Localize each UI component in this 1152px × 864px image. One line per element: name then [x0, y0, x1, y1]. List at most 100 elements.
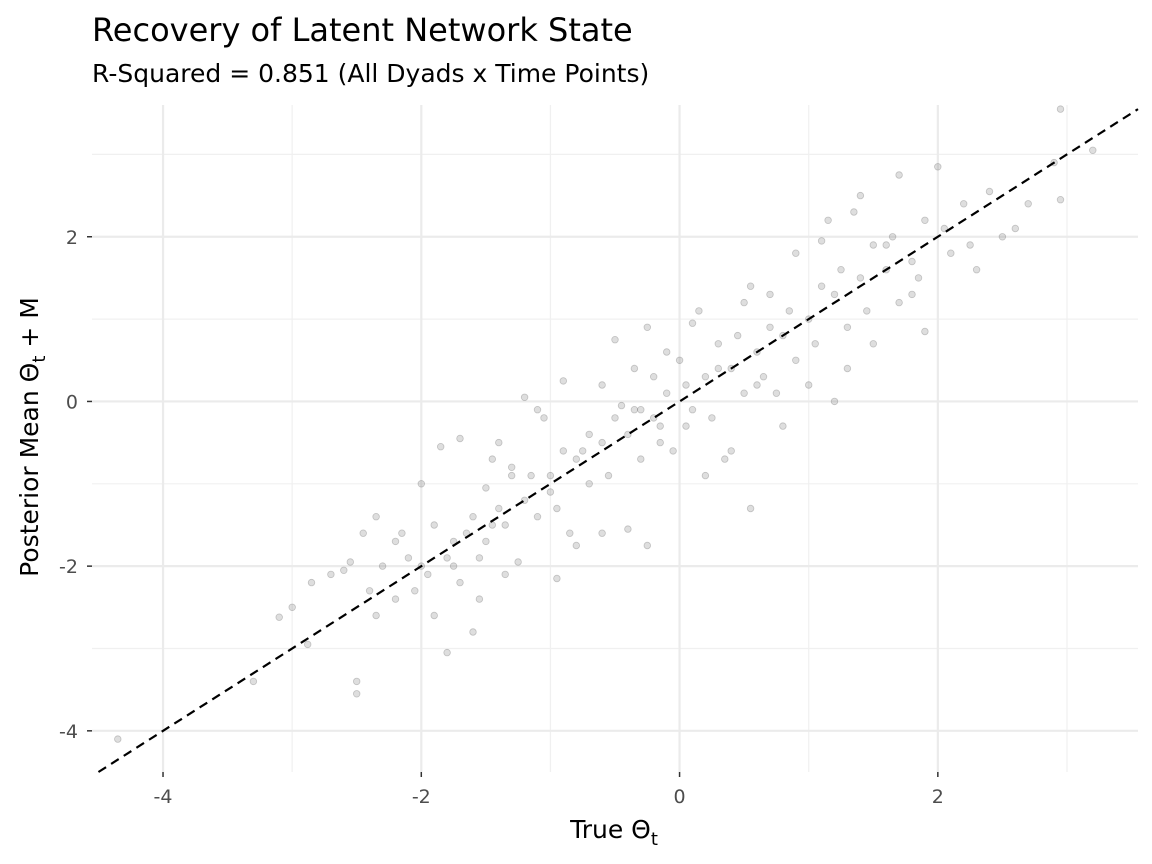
data-point	[843, 323, 852, 331]
data-point	[985, 187, 994, 196]
y-axis-title-subscript: t	[29, 356, 50, 363]
data-point	[437, 443, 445, 451]
x-tick-label: -4	[154, 786, 173, 808]
data-point	[114, 735, 122, 743]
data-point	[572, 541, 580, 550]
data-point	[817, 282, 826, 290]
data-point	[921, 216, 929, 224]
data-point	[417, 480, 425, 488]
data-point	[340, 566, 348, 574]
data-point	[817, 237, 826, 245]
data-point	[307, 578, 316, 587]
data-point	[353, 690, 361, 698]
data-point	[304, 640, 312, 649]
data-point	[688, 319, 697, 327]
data-point	[656, 438, 664, 447]
data-point	[488, 455, 496, 463]
data-point	[805, 381, 813, 389]
data-point	[830, 397, 839, 406]
data-point	[908, 257, 916, 266]
data-point	[695, 307, 703, 315]
data-point	[1089, 146, 1097, 154]
y-tick-label: 0	[66, 391, 78, 413]
data-point	[378, 562, 387, 570]
data-point	[559, 447, 567, 455]
data-point	[740, 298, 748, 307]
data-point	[546, 471, 555, 480]
data-point	[856, 191, 865, 200]
data-point	[488, 521, 496, 529]
data-point	[869, 340, 877, 348]
data-point	[1024, 200, 1032, 208]
data-point	[1056, 105, 1065, 113]
data-point	[598, 529, 606, 537]
data-point	[888, 233, 897, 241]
data-point	[792, 356, 800, 364]
data-point	[675, 356, 684, 364]
data-point	[572, 455, 580, 463]
data-point	[960, 200, 968, 208]
data-point	[940, 224, 948, 233]
y-axis-title: Posterior Mean Θt + M	[15, 297, 50, 577]
data-point	[682, 422, 690, 430]
y-tick-label: -2	[59, 556, 78, 578]
data-point	[553, 574, 561, 583]
data-point	[966, 241, 974, 249]
data-point	[508, 463, 516, 471]
data-point	[604, 471, 613, 480]
data-point	[785, 307, 793, 315]
x-tick-label: -2	[412, 786, 431, 808]
data-point	[740, 389, 748, 397]
data-point	[637, 455, 645, 463]
x-tick-marks	[162, 772, 939, 777]
data-point	[527, 471, 535, 480]
data-point	[1056, 195, 1065, 204]
data-point	[972, 266, 981, 274]
x-axis-title-main: True Θ	[569, 815, 651, 844]
data-point	[682, 381, 690, 389]
data-point	[650, 373, 658, 381]
data-point	[520, 393, 529, 401]
identity-reference-line	[97, 108, 1139, 773]
data-point	[430, 521, 438, 529]
data-point	[611, 414, 619, 422]
data-point	[921, 327, 929, 336]
data-point	[372, 611, 380, 620]
data-point	[553, 504, 561, 513]
data-point	[734, 331, 742, 340]
data-point	[508, 471, 516, 480]
data-point	[585, 480, 593, 488]
data-point	[611, 336, 619, 344]
data-point	[559, 377, 567, 385]
data-point	[495, 438, 503, 447]
data-point	[934, 163, 942, 171]
data-point	[482, 484, 490, 492]
data-point	[656, 422, 664, 430]
data-point	[708, 414, 716, 422]
data-point	[372, 513, 380, 521]
data-point	[792, 249, 800, 257]
data-point	[830, 290, 839, 299]
data-point	[863, 307, 871, 315]
x-axis-title-subscript: t	[651, 829, 658, 850]
data-point	[501, 570, 509, 579]
data-point	[824, 216, 832, 224]
data-point	[998, 233, 1007, 241]
data-point	[430, 611, 438, 620]
data-point	[837, 266, 845, 274]
data-point	[533, 513, 542, 521]
data-point	[533, 406, 542, 414]
data-point	[579, 447, 587, 455]
y-tick-labels: -4 -2 0 2	[59, 227, 78, 743]
data-point	[469, 513, 477, 521]
data-point	[353, 677, 361, 686]
grid-lines	[92, 105, 1138, 772]
data-point	[456, 434, 464, 443]
data-point	[643, 323, 651, 331]
data-point	[779, 422, 787, 430]
data-point	[895, 298, 903, 307]
data-point	[766, 290, 774, 299]
data-point	[566, 529, 574, 537]
data-point	[501, 521, 509, 529]
